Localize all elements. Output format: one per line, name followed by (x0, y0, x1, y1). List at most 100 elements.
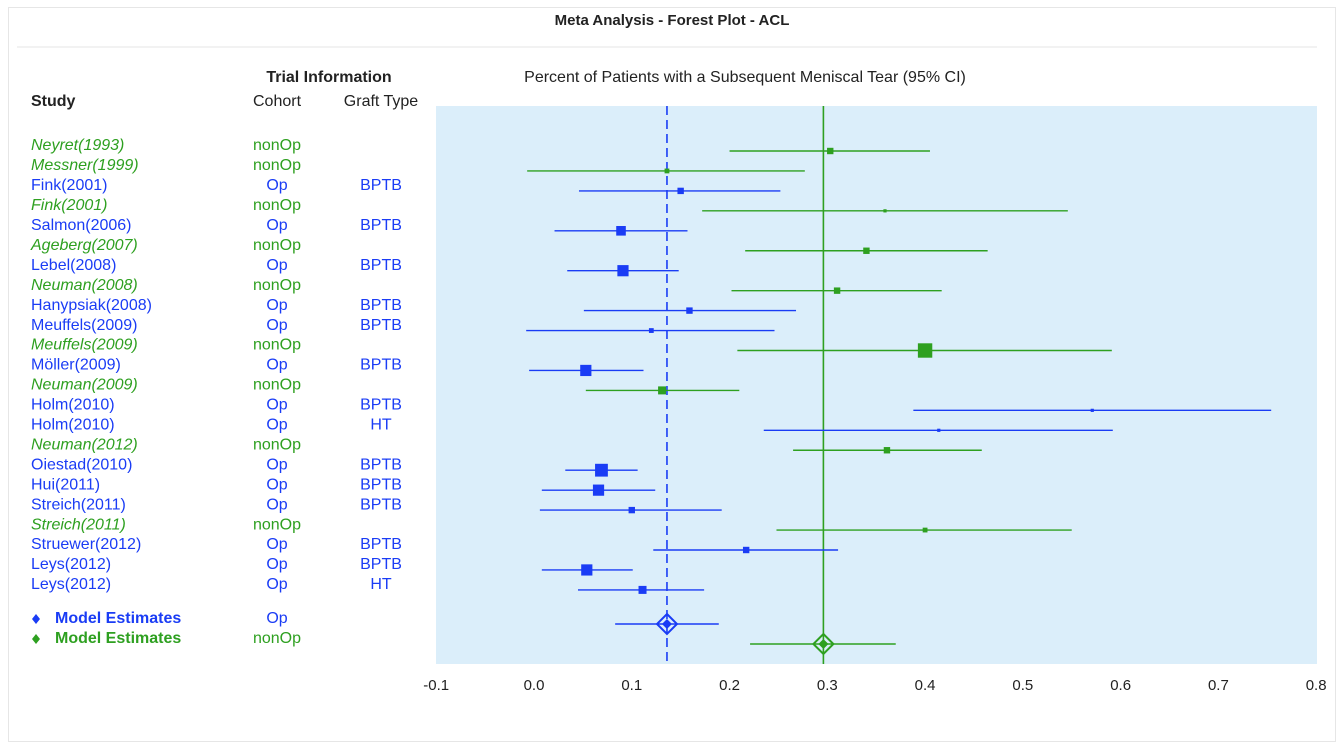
model-bullet-icon (32, 614, 40, 624)
study-label: Neuman(2008) (31, 277, 138, 294)
graft-type-label: BPTB (360, 357, 402, 374)
model-cohort-label: Op (266, 610, 287, 627)
study-label: Leys(2012) (31, 576, 111, 593)
cohort-label: Op (266, 317, 287, 334)
chart-frame: Meta Analysis - Forest Plot - ACL Trial I… (8, 7, 1336, 742)
point-estimate-marker (628, 506, 635, 514)
point-estimate-marker (664, 168, 670, 174)
x-tick-label: 0.4 (915, 677, 936, 694)
study-label: Leys(2012) (31, 556, 111, 573)
study-label: Meuffels(2009) (31, 317, 137, 334)
study-label: Möller(2009) (31, 357, 121, 374)
x-tick-label: 0.1 (621, 677, 642, 694)
forest-plot-chart: Meta Analysis - Forest Plot - ACL Trial I… (17, 12, 1327, 694)
x-tick-label: 0.7 (1208, 677, 1229, 694)
x-tick-label: 0.3 (817, 677, 838, 694)
cohort-label: nonOp (253, 137, 301, 154)
cohort-label: Op (266, 257, 287, 274)
point-estimate-marker (827, 147, 834, 155)
point-estimate-marker (648, 328, 654, 333)
x-tick-label: 0.0 (524, 677, 545, 694)
cohort-label: Op (266, 177, 287, 194)
study-label: Oiestad(2010) (31, 456, 132, 473)
study-label: Fink(2001) (31, 197, 107, 214)
point-estimate-marker (638, 585, 647, 594)
point-estimate-marker (1090, 408, 1094, 412)
study-label: Hanypsiak(2008) (31, 297, 152, 314)
x-tick-label: 0.2 (719, 677, 740, 694)
model-diamond-outline (655, 612, 679, 636)
cohort-label: Op (266, 417, 287, 434)
study-label: Lebel(2008) (31, 257, 116, 274)
cohort-label: Op (266, 476, 287, 493)
header-study: Study (31, 93, 76, 110)
plot-title: Percent of Patients with a Subsequent Me… (524, 69, 966, 86)
study-label: Holm(2010) (31, 397, 115, 414)
cohort-label: nonOp (253, 377, 301, 394)
chart-title: Meta Analysis - Forest Plot - ACL (555, 12, 790, 29)
model-estimates-label: Model Estimates (55, 610, 181, 627)
model-diamond-outline (811, 632, 835, 656)
cohort-label: Op (266, 536, 287, 553)
graft-type-label: BPTB (360, 476, 402, 493)
point-estimate-marker (922, 527, 928, 533)
x-tick-label: 0.8 (1306, 677, 1327, 694)
point-estimate-marker (686, 307, 693, 314)
study-label: Streich(2011) (31, 496, 126, 513)
graft-type-label: BPTB (360, 257, 402, 274)
point-estimate-marker (658, 386, 667, 395)
study-label: Neyret(1993) (31, 137, 124, 154)
study-label: Fink(2001) (31, 177, 107, 194)
cohort-label: nonOp (253, 157, 301, 174)
study-label: Neuman(2009) (31, 377, 138, 394)
graft-type-label: BPTB (360, 556, 402, 573)
point-estimate-marker (616, 226, 626, 236)
study-label: Messner(1999) (31, 157, 139, 174)
cohort-label: Op (266, 576, 287, 593)
x-tick-label: 0.6 (1110, 677, 1131, 694)
graft-type-label: HT (370, 417, 392, 434)
point-estimate-marker (617, 265, 629, 277)
graft-type-label: BPTB (360, 397, 402, 414)
cohort-label: nonOp (253, 237, 301, 254)
model-estimates-label: Model Estimates (55, 630, 181, 647)
cohort-label: nonOp (253, 436, 301, 453)
graft-type-label: BPTB (360, 536, 402, 553)
cohort-label: nonOp (253, 277, 301, 294)
point-estimate-marker (883, 447, 891, 454)
point-estimate-marker (833, 287, 841, 294)
graft-type-label: BPTB (360, 317, 402, 334)
cohort-label: Op (266, 496, 287, 513)
graft-type-label: BPTB (360, 297, 402, 314)
cohort-label: Op (266, 357, 287, 374)
header-cohort: Cohort (253, 93, 302, 110)
cohort-label: nonOp (253, 337, 301, 354)
graft-type-label: BPTB (360, 496, 402, 513)
model-diamond-center (818, 639, 829, 649)
cohort-label: Op (266, 217, 287, 234)
point-estimate-marker (863, 247, 870, 254)
model-bullet-icon (32, 634, 40, 644)
graft-type-label: BPTB (360, 177, 402, 194)
point-estimate-marker (917, 343, 933, 358)
header-graft-type: Graft Type (344, 93, 419, 110)
cohort-label: nonOp (253, 516, 301, 533)
model-diamond-center (661, 619, 672, 629)
study-label: Neuman(2012) (31, 436, 138, 453)
study-label: Holm(2010) (31, 417, 115, 434)
cohort-label: Op (266, 456, 287, 473)
header-trial-information: Trial Information (266, 69, 391, 86)
graft-type-label: HT (370, 576, 392, 593)
graft-type-label: BPTB (360, 456, 402, 473)
point-estimate-marker (742, 546, 750, 554)
point-estimate-marker (937, 428, 941, 432)
study-label: Struewer(2012) (31, 536, 141, 553)
point-estimate-marker (595, 463, 608, 477)
point-estimate-marker (581, 564, 593, 576)
point-estimate-marker (580, 364, 592, 377)
graft-type-label: BPTB (360, 217, 402, 234)
cohort-label: Op (266, 556, 287, 573)
study-label: Meuffels(2009) (31, 337, 138, 354)
point-estimate-marker (592, 484, 605, 496)
cohort-label: nonOp (253, 197, 301, 214)
